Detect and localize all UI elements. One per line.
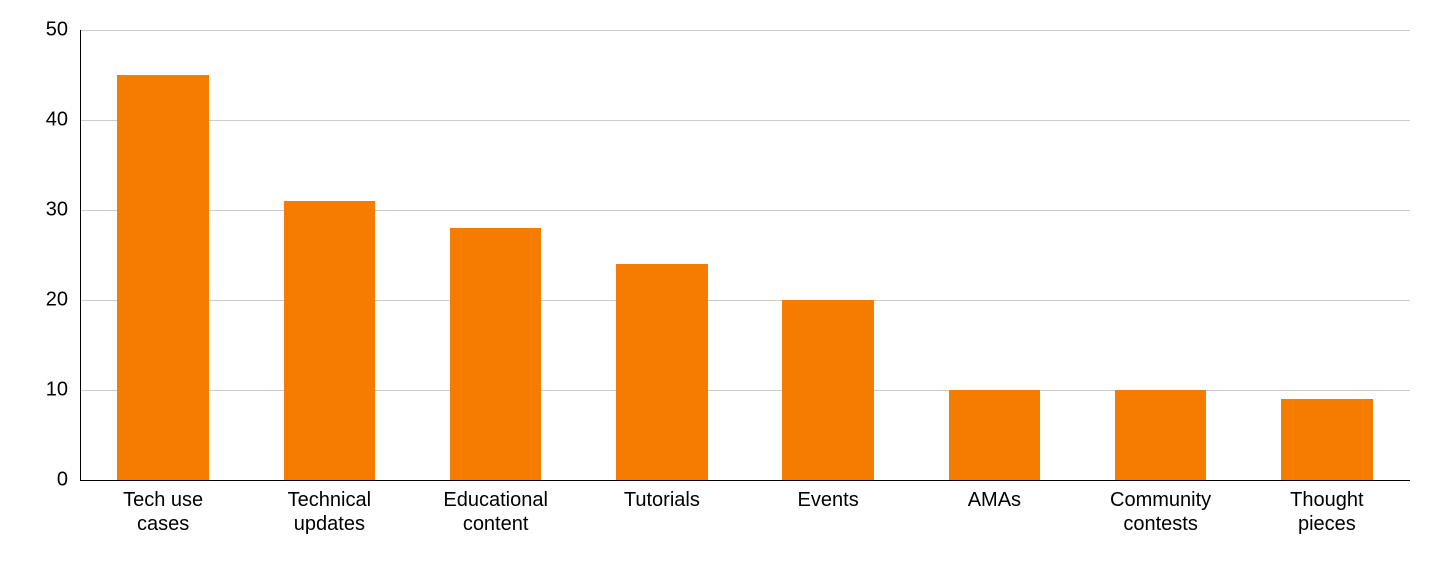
bar bbox=[782, 300, 873, 480]
x-tick-label-line: content bbox=[413, 512, 579, 536]
x-tick-label-line: Technical bbox=[246, 488, 412, 512]
x-tick-label-line: pieces bbox=[1244, 512, 1410, 536]
x-tick-label-line: Educational bbox=[413, 488, 579, 512]
bar bbox=[1115, 390, 1206, 480]
plot-area bbox=[80, 30, 1410, 480]
bar bbox=[949, 390, 1040, 480]
y-tick-label: 20 bbox=[0, 289, 68, 312]
x-tick-label: AMAs bbox=[911, 488, 1077, 512]
bar bbox=[117, 75, 208, 480]
x-tick-label-line: Tech use bbox=[80, 488, 246, 512]
x-tick-label: Tutorials bbox=[579, 488, 745, 512]
x-axis-labels: Tech usecasesTechnicalupdatesEducational… bbox=[80, 488, 1410, 558]
x-tick-label: Events bbox=[745, 488, 911, 512]
x-tick-label-line: Tutorials bbox=[579, 488, 745, 512]
bars bbox=[80, 30, 1410, 480]
bar bbox=[1281, 399, 1372, 480]
x-tick-label: Educationalcontent bbox=[413, 488, 579, 536]
bar-chart: Tech usecasesTechnicalupdatesEducational… bbox=[0, 0, 1430, 572]
x-tick-label-line: AMAs bbox=[911, 488, 1077, 512]
y-tick-label: 40 bbox=[0, 109, 68, 132]
x-tick-label-line: cases bbox=[80, 512, 246, 536]
y-tick-label: 10 bbox=[0, 379, 68, 402]
x-tick-label-line: Community bbox=[1078, 488, 1244, 512]
x-axis-line bbox=[80, 480, 1410, 481]
x-tick-label: Tech usecases bbox=[80, 488, 246, 536]
y-tick-label: 50 bbox=[0, 19, 68, 42]
x-tick-label-line: Events bbox=[745, 488, 911, 512]
x-tick-label: Thoughtpieces bbox=[1244, 488, 1410, 536]
x-tick-label: Communitycontests bbox=[1078, 488, 1244, 536]
y-tick-label: 30 bbox=[0, 199, 68, 222]
x-tick-label-line: Thought bbox=[1244, 488, 1410, 512]
x-tick-label: Technicalupdates bbox=[246, 488, 412, 536]
bar bbox=[450, 228, 541, 480]
y-tick-label: 0 bbox=[0, 469, 68, 492]
bar bbox=[616, 264, 707, 480]
bar bbox=[284, 201, 375, 480]
x-tick-label-line: updates bbox=[246, 512, 412, 536]
y-axis-line bbox=[80, 30, 81, 480]
x-tick-label-line: contests bbox=[1078, 512, 1244, 536]
